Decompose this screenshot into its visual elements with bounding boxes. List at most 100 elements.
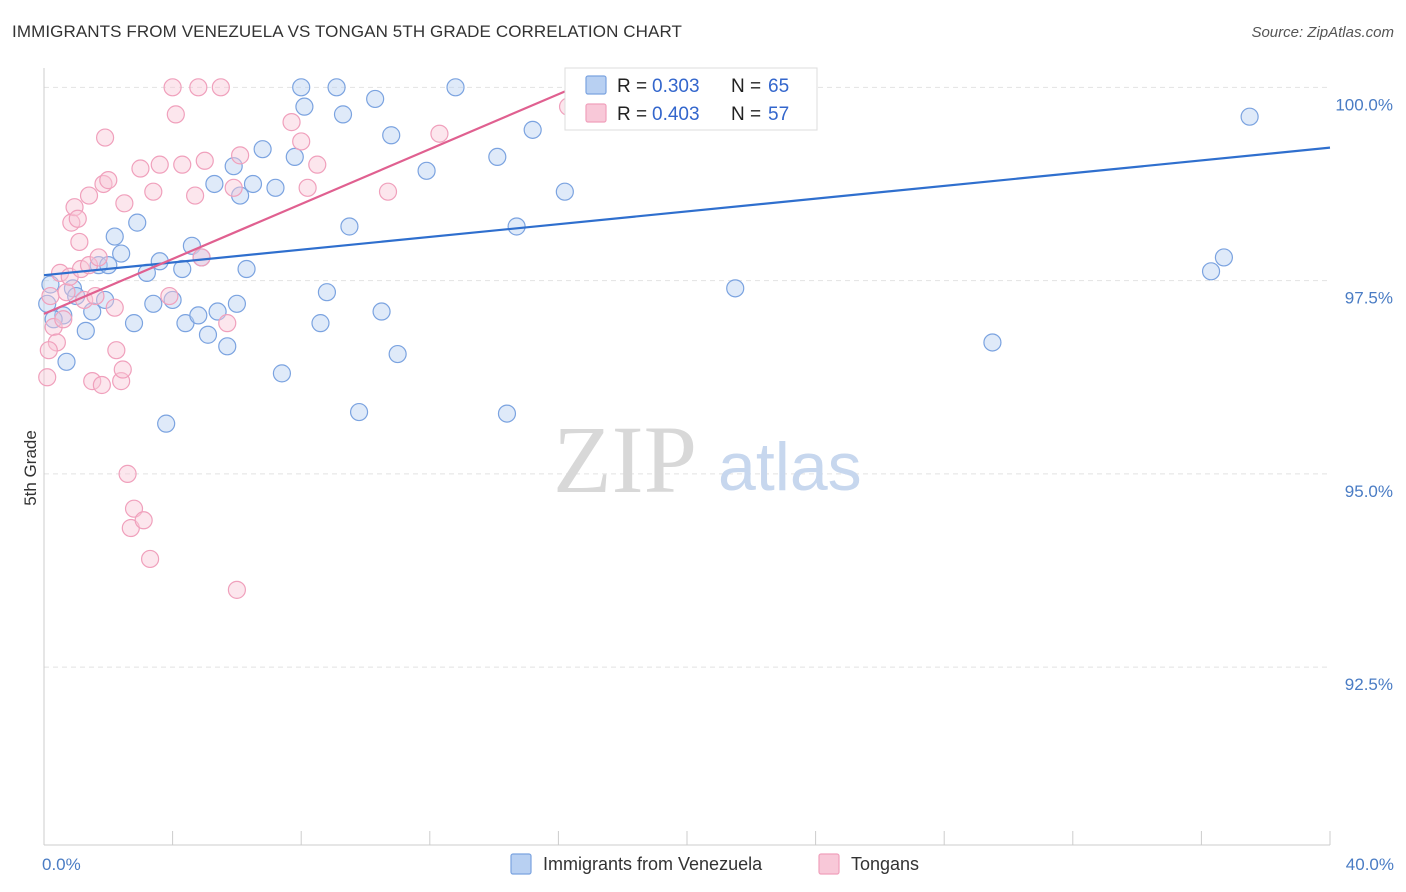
point-venezuela-50	[497, 404, 517, 423]
point-venezuela-41	[340, 217, 359, 236]
point-venezuela-11	[124, 314, 144, 333]
y-tick-label-3: 92.5%	[1345, 675, 1393, 694]
point-tongans-27	[115, 194, 134, 213]
point-tongans-30	[124, 499, 144, 518]
point-tongans-49	[282, 113, 301, 132]
point-venezuela-59	[1214, 248, 1234, 267]
point-tongans-41	[189, 78, 208, 97]
stats-n-value-tongans: 57	[768, 104, 789, 125]
point-tongans-50	[292, 132, 311, 151]
point-tongans-43	[195, 151, 214, 170]
point-venezuela-35	[292, 78, 311, 97]
point-venezuela-48	[446, 78, 465, 97]
point-tongans-21	[95, 128, 115, 147]
point-tongans-5	[54, 310, 73, 329]
point-tongans-24	[107, 341, 126, 360]
point-tongans-0	[38, 368, 57, 387]
legend-swatch-tongans	[818, 853, 840, 875]
watermark-atlas: atlas	[718, 429, 862, 505]
point-venezuela-16	[157, 414, 176, 433]
point-venezuela-33	[272, 364, 292, 383]
stats-r-value-tongans: 0.403	[652, 104, 700, 125]
stats-swatch-tongans	[585, 103, 607, 123]
point-venezuela-32	[266, 178, 285, 197]
stats-n-value-venezuela: 65	[768, 76, 789, 97]
point-venezuela-37	[311, 314, 330, 333]
point-venezuela-51	[507, 217, 526, 236]
stats-n-label-tongans: N =	[731, 104, 761, 125]
point-venezuela-9	[105, 227, 124, 246]
point-venezuela-14	[144, 294, 163, 313]
point-tongans-37	[163, 78, 182, 97]
point-venezuela-64	[227, 294, 246, 313]
point-tongans-47	[227, 580, 246, 599]
stats-box-frame	[564, 67, 818, 131]
point-venezuela-60	[1240, 107, 1259, 126]
stats-box: R = 0.303 N = 65 R = 0.403 N = 57	[564, 67, 818, 131]
point-tongans-56	[39, 341, 58, 360]
point-tongans-48	[231, 146, 250, 165]
stats-r-label-tongans: R =	[617, 104, 647, 125]
point-venezuela-10	[112, 244, 131, 263]
point-tongans-2	[44, 317, 63, 337]
stats-n-label-venezuela: N =	[731, 76, 761, 97]
point-tongans-46	[224, 178, 243, 197]
trend-line-tongans	[43, 86, 575, 315]
data-points	[38, 78, 1259, 599]
axes	[43, 68, 1331, 846]
chart-title: IMMIGRANTS FROM VENEZUELA VS TONGAN 5TH …	[12, 22, 683, 41]
point-tongans-42	[192, 248, 211, 267]
point-tongans-1	[41, 286, 60, 306]
point-venezuela-31	[253, 140, 272, 159]
point-venezuela-57	[983, 333, 1002, 352]
y-tick-labels: 100.0% 97.5% 95.0% 92.5%	[1335, 95, 1393, 694]
trend-line-venezuela	[43, 146, 1331, 277]
point-venezuela-36	[295, 97, 314, 116]
point-venezuela-26	[218, 337, 237, 356]
point-venezuela-34	[285, 147, 304, 167]
x-tick-label-1: 40.0%	[1346, 855, 1394, 874]
x-tick-label-0: 0.0%	[42, 855, 81, 874]
point-venezuela-58	[1201, 262, 1221, 281]
point-tongans-35	[150, 155, 169, 174]
point-tongans-54	[430, 124, 449, 143]
point-tongans-40	[186, 186, 205, 205]
point-venezuela-2	[54, 306, 73, 325]
point-venezuela-30	[243, 174, 263, 194]
y-tick-label-0: 100.0%	[1335, 95, 1393, 114]
legend: Immigrants from Venezuela Tongans	[510, 853, 919, 875]
point-tongans-39	[173, 155, 192, 174]
point-venezuela-5	[76, 321, 95, 340]
point-venezuela-29	[237, 259, 256, 279]
point-tongans-23	[105, 298, 124, 317]
trend-lines	[43, 86, 1331, 315]
x-tick-labels: 0.0% 40.0%	[42, 855, 1394, 874]
point-venezuela-46	[388, 344, 407, 364]
point-venezuela-40	[333, 105, 353, 124]
y-tick-label-2: 95.0%	[1345, 482, 1393, 501]
point-tongans-32	[134, 511, 153, 530]
point-tongans-44	[211, 78, 230, 97]
y-tick-label-1: 97.5%	[1345, 289, 1393, 308]
chart-source: Source: ZipAtlas.com	[1251, 24, 1394, 41]
point-venezuela-39	[327, 78, 346, 97]
point-tongans-6	[57, 283, 76, 302]
point-venezuela-8	[95, 290, 115, 310]
point-venezuela-43	[366, 89, 385, 109]
legend-label-tongans: Tongans	[851, 854, 919, 874]
point-tongans-53	[378, 182, 398, 201]
point-venezuela-47	[417, 161, 436, 180]
point-tongans-34	[144, 182, 163, 201]
point-venezuela-49	[488, 147, 507, 167]
point-tongans-28	[118, 464, 137, 483]
stats-r-value-venezuela: 0.303	[652, 76, 700, 97]
watermark: ZIP atlas	[553, 406, 862, 513]
point-venezuela-3	[57, 352, 76, 371]
point-venezuela-45	[382, 126, 401, 145]
point-tongans-15	[79, 186, 99, 205]
point-tongans-10	[68, 209, 87, 228]
point-tongans-19	[92, 375, 111, 395]
point-venezuela-25	[208, 302, 227, 321]
legend-label-venezuela: Immigrants from Venezuela	[543, 854, 763, 874]
point-tongans-33	[140, 549, 160, 569]
